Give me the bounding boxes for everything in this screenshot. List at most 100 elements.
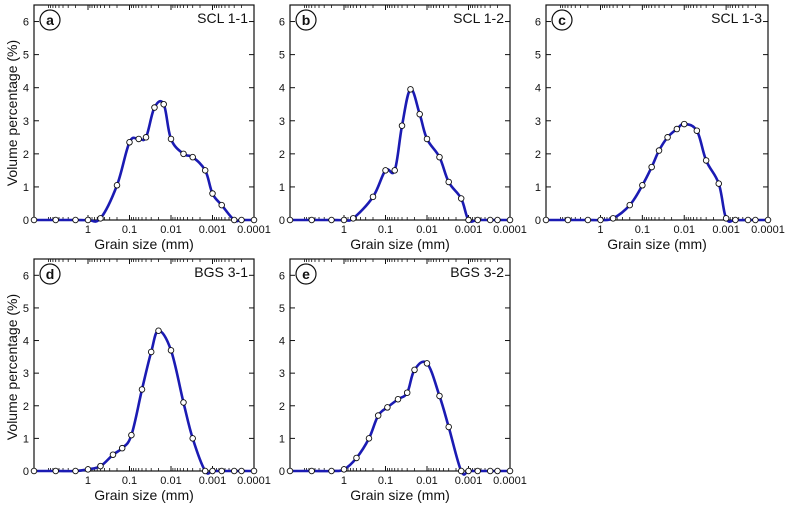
- y-tick-label: 6: [535, 17, 541, 29]
- y-tick-label: 3: [535, 116, 541, 128]
- data-point: [384, 404, 391, 411]
- data-point: [693, 127, 701, 134]
- data-point: [52, 216, 59, 224]
- data-point: [584, 216, 592, 224]
- data-point: [72, 216, 79, 224]
- data-point: [715, 180, 722, 187]
- panel-title: BGS 3-2: [450, 264, 504, 280]
- plot-frame: [33, 258, 255, 472]
- plot-frame: [545, 4, 769, 221]
- series-line: [544, 122, 770, 223]
- data-point: [189, 153, 196, 161]
- y-tick-label: 5: [23, 303, 29, 315]
- panel-letter-badge: [39, 9, 61, 31]
- series-line: [288, 88, 512, 223]
- x-tick-label: 0.0001: [751, 224, 785, 236]
- data-point: [648, 163, 655, 171]
- panel-title: SCL 1-1: [197, 10, 248, 26]
- y-tick-label: 2: [535, 149, 541, 161]
- x-axis-title: Grain size (mm): [350, 236, 450, 252]
- data-point: [72, 467, 79, 475]
- x-tick-label: 0.01: [416, 475, 437, 487]
- data-point: [474, 216, 481, 224]
- data-point: [167, 135, 175, 143]
- x-tick-label: 0.1: [122, 224, 137, 236]
- data-point: [403, 389, 411, 396]
- data-point: [457, 195, 465, 202]
- y-axis-title-top: Volume percentage (%): [4, 40, 20, 186]
- data-point: [230, 467, 238, 475]
- y-tick-label: 3: [279, 368, 285, 380]
- data-point: [147, 348, 155, 356]
- y-tick-label: 2: [279, 401, 285, 413]
- x-tick-label: 0.1: [122, 475, 137, 487]
- data-point: [209, 467, 216, 475]
- data-point: [328, 467, 335, 475]
- data-point: [167, 347, 175, 354]
- plot-frame: [289, 4, 511, 221]
- y-tick-label: 3: [279, 116, 285, 128]
- data-point: [416, 110, 423, 118]
- x-tick-label: 1: [597, 224, 603, 236]
- panel-title: SCL 1-3: [711, 10, 762, 26]
- y-tick-label: 6: [23, 17, 29, 29]
- data-point: [97, 462, 104, 470]
- data-point: [138, 386, 146, 393]
- data-point: [436, 392, 443, 400]
- panel-d: 0 1 2 3 4 5 6 1 0.1 0.01 0.001 0.0001 Grain size (mm…: [23, 258, 271, 503]
- data-point: [494, 216, 501, 224]
- panel-letter-badge: [295, 263, 317, 285]
- data-point: [84, 466, 92, 473]
- data-point: [128, 431, 135, 439]
- panel-letter-badge: [551, 9, 573, 31]
- y-tick-label: 0: [279, 215, 285, 227]
- y-tick-label: 5: [279, 303, 285, 315]
- data-point: [391, 167, 398, 174]
- data-point: [673, 125, 681, 133]
- data-point: [250, 467, 258, 475]
- data-point: [436, 153, 443, 161]
- data-point: [340, 466, 348, 473]
- y-tick-label: 6: [279, 270, 285, 282]
- data-point: [626, 201, 634, 209]
- data-point: [180, 399, 187, 406]
- data-point: [744, 216, 752, 224]
- data-point: [506, 467, 514, 475]
- data-point: [407, 86, 414, 93]
- y-tick-label: 1: [279, 182, 285, 194]
- data-point: [189, 435, 196, 442]
- x-tick-label: 0.01: [674, 224, 695, 236]
- data-point: [30, 467, 38, 475]
- panel-title: SCL 1-2: [453, 10, 504, 26]
- data-point: [201, 467, 209, 475]
- data-point: [52, 467, 59, 475]
- x-tick-label: 0.0001: [493, 475, 527, 487]
- x-tick-label: 0.0001: [493, 224, 527, 236]
- data-point: [474, 467, 481, 475]
- y-tick-label: 4: [279, 83, 285, 95]
- data-point: [369, 193, 377, 201]
- data-point: [201, 167, 209, 174]
- series-line: [288, 360, 512, 476]
- y-tick-label: 3: [23, 116, 29, 128]
- data-point: [349, 215, 357, 222]
- panel-letter: c: [558, 12, 566, 28]
- x-tick-label: 0.001: [199, 224, 227, 236]
- data-point: [639, 182, 646, 189]
- data-point: [423, 135, 431, 143]
- y-axis-title-bottom: Volume percentage (%): [4, 294, 20, 440]
- data-point: [382, 167, 389, 174]
- data-point: [328, 216, 335, 224]
- x-tick-label: 0.001: [199, 475, 227, 487]
- data-point: [308, 216, 315, 224]
- data-point: [180, 150, 187, 158]
- data-point: [250, 216, 258, 224]
- y-tick-label: 6: [23, 270, 29, 282]
- data-point: [218, 467, 225, 475]
- data-point: [160, 100, 167, 108]
- data-point: [340, 216, 348, 224]
- data-point: [445, 423, 452, 431]
- y-tick-label: 3: [23, 368, 29, 380]
- panel-a: 0 1 2 3 4 5 6 1 0.1 0.01 0.001 0.0001 Grain size (mm…: [23, 4, 271, 252]
- data-point: [394, 395, 402, 403]
